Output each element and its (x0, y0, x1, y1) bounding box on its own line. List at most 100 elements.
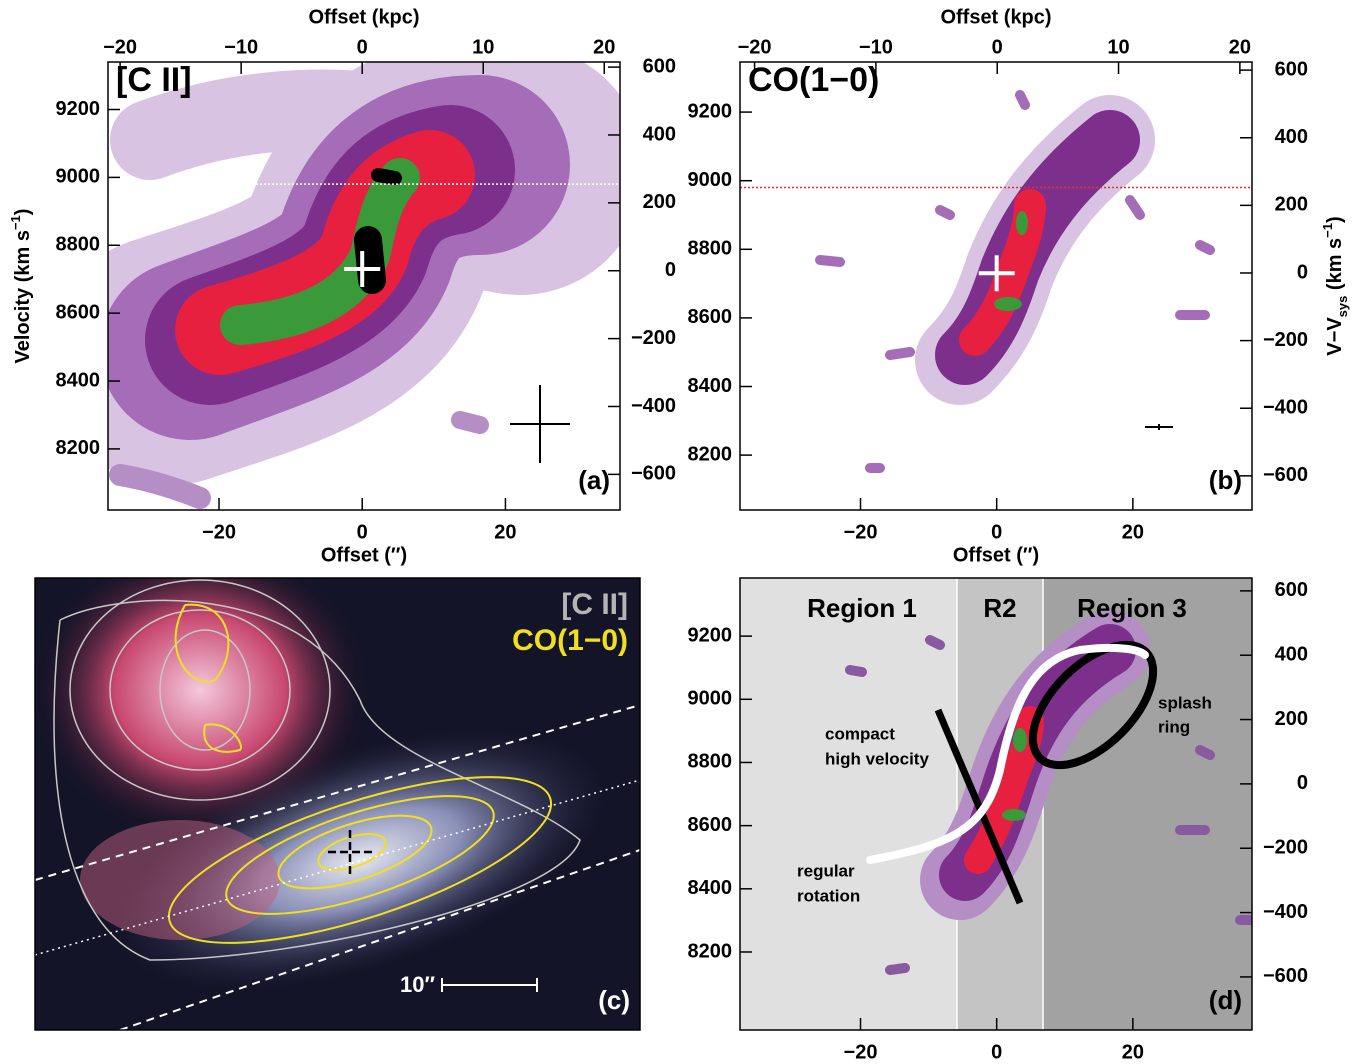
y-tick-label: 8800 (688, 238, 733, 260)
x-tick-label: 0 (991, 521, 1002, 543)
y-tick-label: 8200 (688, 940, 733, 962)
x2-tick-label: 10 (1107, 36, 1129, 58)
x-tick-label: 0 (991, 1041, 1002, 1063)
y2-tick-label: 400 (1275, 126, 1308, 148)
y2-tick-label: 200 (643, 191, 676, 213)
y2-tick-label: 400 (1275, 643, 1308, 665)
y-tick-label: 8600 (56, 301, 101, 323)
axis-label-part: sys (1335, 296, 1350, 318)
axis-label: V−Vsys (km s−1) (1320, 216, 1350, 355)
x2-tick-label: 20 (593, 36, 615, 58)
frame (34, 577, 641, 1031)
x-axis-label: Offset (′′) (953, 544, 1039, 566)
cii-contours (108, 62, 620, 509)
region-panel (740, 578, 1252, 1030)
region-label: R2 (983, 593, 1016, 623)
x2-axis-label: Offset (kpc) (308, 6, 419, 28)
axis-label-part: ) (1324, 216, 1346, 223)
co-contours (815, 90, 1215, 473)
y2-tick-label: −400 (1263, 397, 1308, 419)
x2-axis-label: Offset (kpc) (940, 6, 1051, 28)
y2-tick-label: −600 (1263, 965, 1308, 987)
annotation: rotation (797, 886, 860, 905)
y2-tick-label: 600 (1275, 579, 1308, 601)
annotation: compact (825, 724, 895, 743)
y-tick-label: 9200 (688, 624, 733, 646)
x2-tick-label: −10 (224, 36, 258, 58)
y-tick-label: 9200 (688, 100, 733, 122)
x-tick-label: −20 (202, 521, 236, 543)
region-label: Region 3 (1077, 593, 1187, 623)
x2-tick-label: 0 (357, 36, 368, 58)
y-tick-label: 8400 (688, 375, 733, 397)
x-tick-label: 20 (494, 521, 516, 543)
y2-tick-label: −200 (1263, 329, 1308, 351)
annotations: Region 1 R2 Region 3 compact high veloci… (797, 593, 1212, 906)
image-panel (35, 578, 640, 1030)
y2-tick-label: 200 (1275, 708, 1308, 730)
x-axis-label: Offset (′′) (321, 544, 407, 566)
panel-title: [C II] (116, 61, 192, 99)
annotation: ring (1158, 717, 1190, 736)
y-tick-label: 8200 (688, 443, 733, 465)
axis-label-part: V−V (1324, 317, 1346, 356)
y-tick-label: 8600 (688, 306, 733, 328)
frame (107, 61, 621, 511)
x-tick-label: −20 (844, 1041, 878, 1063)
y-tick-label: 9200 (56, 98, 101, 120)
y-tick-label: 9000 (688, 688, 733, 710)
annotation: regular (797, 861, 855, 880)
x2-tick-label: −10 (859, 36, 893, 58)
y-tick-label: 8400 (688, 877, 733, 899)
y2-tick-label: −200 (631, 327, 676, 349)
y2-tick-label: 0 (1297, 772, 1308, 794)
y2-tick-label: 0 (1297, 261, 1308, 283)
y2-tick-label: −600 (1263, 464, 1308, 486)
panel-label: (b) (1209, 465, 1242, 495)
scale-label: 10′′ (400, 972, 435, 997)
x2-tick-label: 20 (1229, 36, 1251, 58)
image-title: [C II] (561, 588, 628, 621)
axis-label-part: −1 (8, 215, 23, 230)
annotation: high velocity (825, 749, 929, 768)
y2-tick-label: −400 (631, 395, 676, 417)
error-cross (1145, 424, 1173, 430)
x-tick-label: −20 (844, 521, 878, 543)
y2-tick-label: 0 (665, 259, 676, 281)
y-tick-label: 8200 (56, 437, 101, 459)
region-label: Region 1 (807, 593, 917, 623)
y2-tick-label: −600 (631, 463, 676, 485)
panel-title: CO(1−0) (748, 61, 879, 99)
y2-tick-label: 600 (643, 55, 676, 77)
axis-label-part: −1 (1320, 223, 1335, 238)
annotation: splash (1158, 693, 1212, 712)
axis-label-part: ) (12, 209, 34, 216)
y-tick-label: 8600 (688, 814, 733, 836)
y2-tick-label: 400 (643, 123, 676, 145)
y2-tick-label: −200 (1263, 837, 1308, 859)
y-tick-label: 8800 (56, 234, 101, 256)
panel-label: (d) (1209, 985, 1242, 1015)
panel-label: (a) (578, 465, 610, 495)
axis-label-part: Velocity (km s (12, 230, 34, 363)
error-cross (510, 385, 570, 463)
x-tick-label: 20 (1122, 1041, 1144, 1063)
y-tick-label: 8400 (56, 369, 101, 391)
x-tick-label: 20 (1122, 521, 1144, 543)
y-tick-label: 8800 (688, 751, 733, 773)
x2-tick-label: −20 (103, 36, 137, 58)
y-tick-label: 9000 (56, 166, 101, 188)
x-tick-label: 0 (357, 521, 368, 543)
x2-tick-label: 0 (992, 36, 1003, 58)
panel-label: (c) (598, 985, 630, 1015)
x2-tick-label: 10 (472, 36, 494, 58)
y-tick-label: 9000 (688, 169, 733, 191)
y2-tick-label: 600 (1275, 58, 1308, 80)
y2-tick-label: 200 (1275, 194, 1308, 216)
axis-label: Velocity (km s−1) (8, 209, 34, 364)
axis-label-part: (km s (1324, 238, 1346, 296)
x2-tick-label: −20 (738, 36, 772, 58)
image-subtitle: CO(1−0) (512, 624, 628, 657)
y2-tick-label: −400 (1263, 901, 1308, 923)
